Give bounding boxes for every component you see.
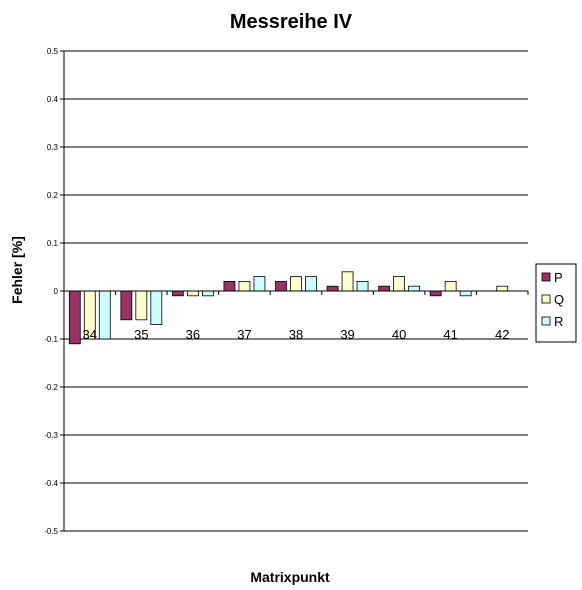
legend-swatch-r <box>541 316 551 326</box>
y-tick-label: 0 <box>54 287 59 296</box>
legend-label-r: R <box>554 314 563 329</box>
bar-p-34 <box>68 290 81 345</box>
y-tick-label: 0.5 <box>47 47 59 56</box>
bar-q-36 <box>186 290 199 297</box>
x-axis-label: Matrixpunkt <box>250 569 330 585</box>
y-tick-label: 0.2 <box>47 191 59 200</box>
x-tick-label: 41 <box>443 327 457 342</box>
bar-r-38 <box>305 276 317 292</box>
bar-p-41 <box>429 290 442 297</box>
y-axis-label: Fehler [%] <box>9 236 25 304</box>
legend-swatch-p <box>541 272 551 282</box>
chart-title: Messreihe IV <box>230 11 353 33</box>
bar-r-37 <box>253 276 266 292</box>
bar-r-40 <box>408 285 421 292</box>
bar-q-35 <box>135 290 148 321</box>
bar-r-39 <box>356 280 369 292</box>
x-tick-label: 42 <box>495 327 509 342</box>
y-tick-label: 0.3 <box>47 143 59 152</box>
legend-swatch-q <box>541 294 551 304</box>
bar-r-36 <box>201 290 214 297</box>
bar-q-39 <box>341 271 354 292</box>
bar-r-41 <box>459 290 472 297</box>
bar-r-34 <box>98 290 111 340</box>
bar-q-37 <box>238 280 251 292</box>
bar-p-40 <box>378 285 391 292</box>
y-tick-label: -0.5 <box>44 527 58 536</box>
plot-area: 0.5 0.4 0.3 0.2 0.1 0 -0.1 -0.2 -0.3 -0.4 -0.5 34 35… <box>44 47 529 536</box>
y-tick-label: -0.2 <box>44 383 58 392</box>
bar-p-37 <box>223 280 236 292</box>
bar-p-39 <box>326 285 339 292</box>
x-tick-label: 37 <box>237 327 251 342</box>
legend: PQR <box>535 263 577 343</box>
bar-q-40 <box>393 276 406 292</box>
x-tick-label: 34 <box>83 327 97 342</box>
x-tick-label: 39 <box>340 327 354 342</box>
x-tick-label: 35 <box>134 327 148 342</box>
bar-q-41 <box>444 280 457 292</box>
bar-p-38 <box>275 280 287 292</box>
legend-label-q: Q <box>554 292 564 307</box>
x-tick-label: 40 <box>392 327 406 342</box>
legend-label-p: P <box>554 270 563 285</box>
y-tick-label: 0.4 <box>47 95 59 104</box>
bar-q-38 <box>290 276 302 292</box>
y-tick-label: -0.4 <box>44 479 58 488</box>
y-tick-label: -0.1 <box>44 335 58 344</box>
x-tick-label: 38 <box>289 327 303 342</box>
y-tick-label: 0.1 <box>47 239 59 248</box>
bar-p-36 <box>171 290 184 297</box>
y-tick-label: -0.3 <box>44 431 58 440</box>
bar-p-35 <box>120 290 133 321</box>
bar-q-42 <box>496 285 509 292</box>
bar-r-35 <box>150 290 163 325</box>
x-tick-label: 36 <box>186 327 200 342</box>
